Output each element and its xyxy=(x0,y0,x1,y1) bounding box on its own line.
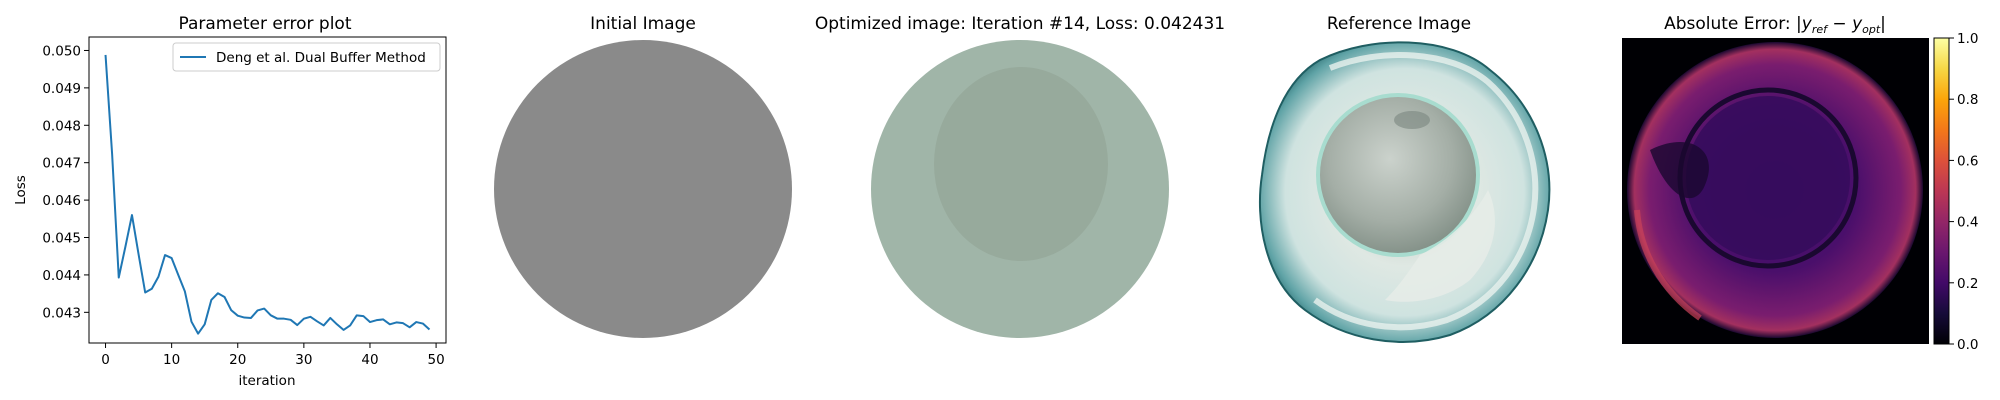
legend-entry: Deng et al. Dual Buffer Method xyxy=(216,50,426,66)
x-tick-label: 40 xyxy=(361,352,378,368)
colorbar: 0.0 0.2 0.4 0.6 0.8 1.0 xyxy=(1933,31,1978,353)
colorbar-tick-label: 0.0 xyxy=(1957,337,1978,353)
x-axis-label: iteration xyxy=(238,373,295,389)
x-tick-label: 0 xyxy=(101,352,110,368)
colorbar-tick-label: 1.0 xyxy=(1957,31,1978,47)
y-tick-label: 0.047 xyxy=(42,156,81,172)
reference-image-panel: Reference Image xyxy=(1259,14,1551,343)
x-tick-label: 10 xyxy=(163,352,180,368)
reference-image-title: Reference Image xyxy=(1327,14,1471,34)
colorbar-tick-label: 0.6 xyxy=(1957,153,1978,169)
y-axis-label: Loss xyxy=(13,175,29,205)
line-chart: Parameter error plot 0 10 20 30 40 50 0.0430.… xyxy=(13,14,447,389)
legend: Deng et al. Dual Buffer Method xyxy=(172,42,441,72)
colorbar-tick-label: 0.8 xyxy=(1957,92,1978,108)
error-map-title: Absolute Error: |yref − yopt| xyxy=(1664,14,1886,36)
y-tick-label: 0.046 xyxy=(42,193,81,209)
initial-image-disk xyxy=(494,40,792,338)
y-tick-label: 0.043 xyxy=(42,305,81,321)
reference-bowl-shadow xyxy=(1385,190,1495,302)
legend-box xyxy=(172,42,441,72)
colorbar-ticks: 0.0 0.2 0.4 0.6 0.8 1.0 xyxy=(1949,31,1978,353)
initial-image-panel: Initial Image xyxy=(494,14,792,338)
optimized-image-title: Optimized image: Iteration #14, Loss: 0.… xyxy=(815,14,1225,34)
colorbar-gradient xyxy=(1933,37,1950,345)
x-ticks: 0 10 20 30 40 50 xyxy=(101,343,445,368)
optimized-image-inner-disk xyxy=(934,67,1108,261)
chart-axes-frame xyxy=(88,36,447,344)
y-tick-label: 0.045 xyxy=(42,231,81,247)
reference-bowl-highlight xyxy=(1394,111,1430,129)
reference-bowl-rim xyxy=(1313,52,1539,331)
optimized-image-panel: Optimized image: Iteration #14, Loss: 0.… xyxy=(815,14,1225,338)
initial-image-title: Initial Image xyxy=(590,14,696,34)
y-tick-label: 0.048 xyxy=(42,118,81,134)
error-map-panel: Absolute Error: |yref − yopt| xyxy=(1622,14,1929,344)
error-map-inner-region xyxy=(1686,96,1850,260)
colorbar-tick-label: 0.2 xyxy=(1957,276,1978,292)
x-tick-label: 50 xyxy=(427,352,444,368)
chart-title: Parameter error plot xyxy=(179,14,352,34)
y-tick-label: 0.050 xyxy=(42,43,81,59)
y-ticks: 0.043 0.044 0.045 0.046 0.047 0.048 0.049 0.050 xyxy=(42,43,89,321)
reference-bowl-inner xyxy=(1316,93,1480,257)
colorbar-tick-label: 0.4 xyxy=(1957,215,1978,231)
series-line-0 xyxy=(104,54,431,335)
plot-layer xyxy=(104,54,431,335)
x-tick-label: 30 xyxy=(295,352,312,368)
x-tick-label: 20 xyxy=(229,352,246,368)
error-map-bright-edge xyxy=(1634,209,1702,321)
y-tick-label: 0.044 xyxy=(42,268,81,284)
error-map-dark-streak xyxy=(1650,142,1709,199)
y-tick-label: 0.049 xyxy=(42,81,81,97)
